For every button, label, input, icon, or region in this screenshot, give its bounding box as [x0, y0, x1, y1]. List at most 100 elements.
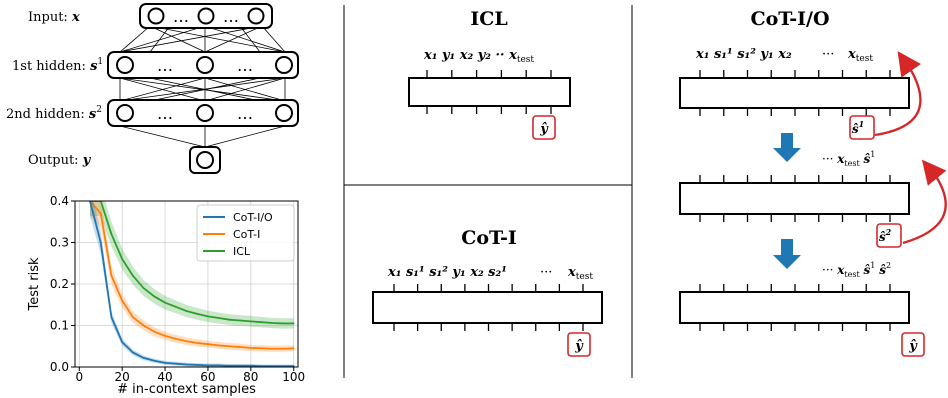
hidden1-label: 1st hidden: s1: [12, 57, 103, 74]
cotio-transformer-box-3: [679, 291, 910, 324]
series-point: [164, 301, 166, 304]
series-point: [153, 330, 156, 333]
series-point: [282, 322, 284, 325]
input-node: [247, 7, 265, 25]
cotio-output-box-3: [901, 332, 925, 357]
y-tick-label: 0.4: [50, 194, 69, 208]
series-point: [260, 321, 263, 324]
series-line: [89, 201, 294, 350]
cotio-dots: ···: [822, 47, 834, 62]
series-point: [249, 320, 252, 323]
series-point: [217, 317, 220, 319]
series-point: [174, 305, 177, 308]
series-point: [239, 346, 242, 348]
series-point: [271, 322, 274, 324]
series-point: [142, 287, 145, 290]
series-point: [228, 345, 231, 348]
series-point: [228, 364, 231, 367]
series-point: [142, 324, 145, 327]
hidden2-node: [196, 104, 214, 122]
x-tick-label: 60: [200, 370, 215, 384]
hidden2-node: [275, 104, 293, 122]
hidden1-node: [116, 56, 134, 74]
series-point: [121, 341, 124, 343]
y-axis-label: Test risk: [27, 257, 42, 311]
output-label: Output: y: [28, 153, 92, 168]
series-point: [121, 299, 124, 302]
cotio-transformer-box-2: [679, 182, 910, 215]
series-point: [110, 233, 113, 236]
series-point: [217, 344, 220, 347]
icl-output-box: [532, 115, 556, 140]
hidden2-label: 2nd hidden: s2: [6, 105, 102, 122]
series-point: [196, 342, 199, 344]
cotio-input-tokens: x₁ s₁¹ s₁² y₁ x₂: [695, 47, 792, 62]
coti-panel: CoT-I x₁ s₁¹ s₁² y₁ x₂ s₂¹ ··· xtest ŷ: [372, 227, 603, 357]
icl-transformer-box: [408, 77, 571, 107]
cotio-ticks-1: [699, 70, 891, 116]
series-line: [90, 201, 294, 325]
coti-input-tokens: x₁ s₁¹ s₁² y₁ x₂ s₂¹: [387, 265, 507, 280]
cotio-step2-tokens: ··· xtest ŝ1: [822, 150, 875, 168]
series-point: [153, 359, 156, 362]
series-point: [239, 319, 242, 322]
hidden1-ellipsis: …: [157, 56, 173, 75]
series-point: [207, 315, 209, 318]
hidden2-node: [116, 104, 134, 122]
series-point: [249, 347, 252, 349]
series-point: [131, 351, 134, 354]
icl-output: ŷ: [539, 122, 549, 137]
hidden1-node: [275, 56, 293, 74]
legend-label: CoT-I: [233, 228, 260, 241]
cotio-down-arrow-2: [773, 239, 801, 269]
series-point: [174, 362, 177, 365]
series-point: [131, 274, 134, 277]
coti-output: ŷ: [574, 339, 584, 354]
legend-label: ICL: [233, 245, 251, 258]
cotio-ticks-3: [699, 284, 891, 331]
icl-ticks: [426, 70, 552, 114]
y-tick-label: 0.1: [50, 319, 69, 333]
cotio-output-box-2: [876, 223, 902, 248]
test-risk-chart: 0 20 40 60 80 100 0.0 0.1 0.2 0.3 0.4 # in-context …: [27, 194, 305, 397]
coti-title: CoT-I: [461, 227, 517, 249]
x-tick-label: 20: [115, 370, 130, 384]
legend-box: [196, 204, 295, 262]
series-point: [196, 312, 199, 315]
x-axis-label: # in-context samples: [117, 382, 256, 397]
series-point: [249, 364, 252, 367]
hidden1-ellipsis: …: [237, 56, 253, 75]
series-point: [174, 337, 177, 340]
series-point: [99, 212, 102, 215]
series-point: [185, 363, 188, 366]
series-point: [217, 364, 220, 367]
series-point: [164, 361, 166, 364]
hidden1-node: [196, 56, 214, 74]
coti-transformer-box: [372, 291, 603, 324]
series-point: [121, 258, 124, 260]
y-tick-label: 0.3: [50, 236, 69, 250]
input-label: Input: x: [28, 10, 80, 25]
icl-title: ICL: [470, 8, 507, 30]
series-point: [292, 322, 295, 325]
x-tick-label: 40: [157, 370, 172, 384]
network-diagram: … … Input: x … … 1st hidden: s1 … … 2nd …: [6, 3, 299, 174]
cotio-feedback-arrow-2: [902, 159, 947, 245]
icl-panel: ICL x₁ y₁ x₂ y₂ ·· xtest ŷ: [408, 8, 571, 140]
series-point: [110, 274, 113, 277]
series-point: [196, 364, 199, 366]
cotio-step3-tokens: ··· xtest ŝ1 ŝ2: [822, 261, 891, 279]
cotio-feedback-arrow-1: [874, 51, 922, 137]
input-node: [197, 7, 215, 25]
hidden2-ellipsis: …: [157, 104, 173, 123]
series-point: [110, 316, 113, 319]
cotio-output-1: ŝ1: [852, 119, 864, 136]
series-point: [292, 347, 295, 350]
x-tick-label: 80: [243, 370, 258, 384]
cotio-output-2: ŝ2: [879, 227, 892, 244]
series-point: [207, 343, 209, 346]
series-point: [271, 347, 274, 350]
series-line: [89, 201, 294, 367]
coti-ticks: [393, 284, 584, 331]
